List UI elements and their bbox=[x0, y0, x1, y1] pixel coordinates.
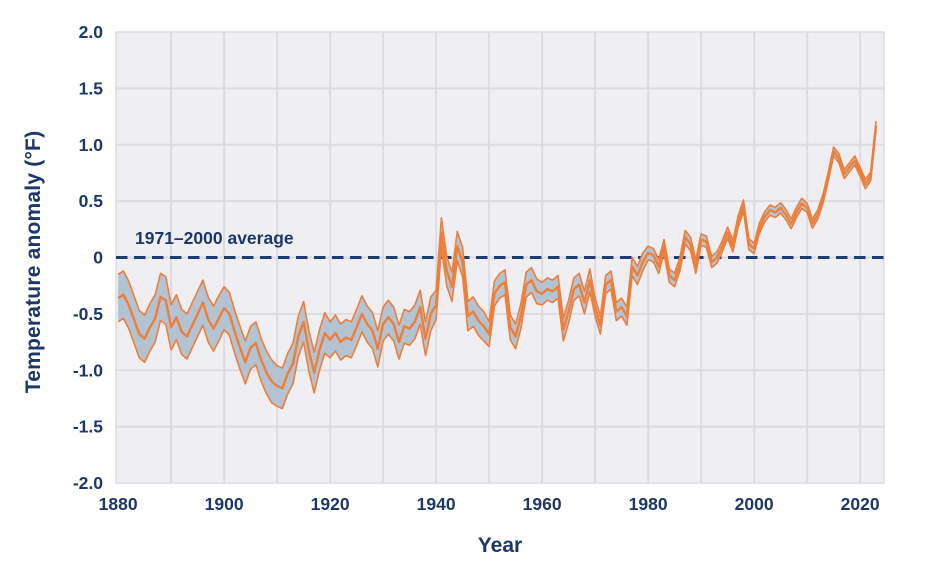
x-axis-tick-label: 1940 bbox=[417, 494, 456, 514]
x-axis-tick-label: 2000 bbox=[735, 494, 774, 514]
baseline-annotation: 1971–2000 average bbox=[135, 228, 294, 248]
x-axis-tick-label: 2020 bbox=[841, 494, 880, 514]
y-axis-tick-label: -2.0 bbox=[73, 473, 103, 493]
confidence-band-upper-edge bbox=[117, 121, 877, 369]
y-axis-tick-label: -0.5 bbox=[73, 304, 103, 324]
x-axis-tick-label: 1920 bbox=[311, 494, 350, 514]
y-axis-tick-label: 0.5 bbox=[79, 191, 104, 211]
y-axis-tick-label: 0 bbox=[93, 248, 103, 268]
x-axis-tick-label: 1880 bbox=[99, 494, 138, 514]
x-axis-title: Year bbox=[477, 534, 523, 557]
confidence-band bbox=[118, 121, 877, 409]
x-axis-tick-label: 1900 bbox=[205, 494, 244, 514]
x-axis-tick-label: 1980 bbox=[629, 494, 668, 514]
y-axis-tick-label: 2.0 bbox=[79, 22, 104, 42]
y-axis-tick-label: 1.0 bbox=[79, 135, 104, 155]
y-axis-tick-label: -1.5 bbox=[73, 417, 103, 437]
y-axis-title: Temperature anomaly (°F) bbox=[22, 130, 45, 394]
y-axis-tick-label: -1.0 bbox=[73, 360, 103, 380]
confidence-band-lower-edge bbox=[117, 130, 877, 410]
y-axis-tick-label: 1.5 bbox=[79, 78, 104, 98]
temperature-line bbox=[117, 125, 878, 390]
x-axis-tick-label: 1960 bbox=[523, 494, 562, 514]
